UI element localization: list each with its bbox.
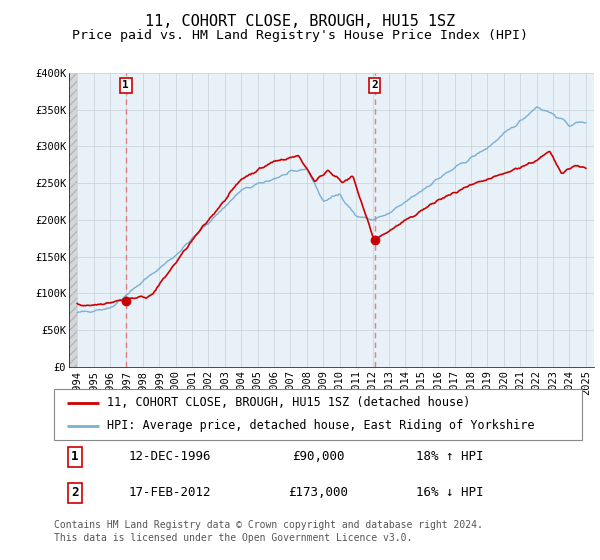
Text: £90,000: £90,000 (292, 450, 344, 463)
Text: HPI: Average price, detached house, East Riding of Yorkshire: HPI: Average price, detached house, East… (107, 419, 534, 432)
Text: 12-DEC-1996: 12-DEC-1996 (129, 450, 211, 463)
Text: 11, COHORT CLOSE, BROUGH, HU15 1SZ (detached house): 11, COHORT CLOSE, BROUGH, HU15 1SZ (deta… (107, 396, 470, 409)
FancyBboxPatch shape (54, 389, 582, 440)
Text: 18% ↑ HPI: 18% ↑ HPI (416, 450, 484, 463)
Text: 1: 1 (71, 450, 79, 463)
Text: 17-FEB-2012: 17-FEB-2012 (129, 486, 211, 499)
Text: 2: 2 (71, 486, 79, 499)
Text: Price paid vs. HM Land Registry's House Price Index (HPI): Price paid vs. HM Land Registry's House … (72, 29, 528, 42)
Text: £173,000: £173,000 (288, 486, 348, 499)
Text: Contains HM Land Registry data © Crown copyright and database right 2024.
This d: Contains HM Land Registry data © Crown c… (54, 520, 483, 543)
Text: 2: 2 (371, 80, 378, 90)
Text: 11, COHORT CLOSE, BROUGH, HU15 1SZ: 11, COHORT CLOSE, BROUGH, HU15 1SZ (145, 14, 455, 29)
Text: 16% ↓ HPI: 16% ↓ HPI (416, 486, 484, 499)
Bar (69, 73, 77, 367)
Text: 1: 1 (122, 80, 129, 90)
